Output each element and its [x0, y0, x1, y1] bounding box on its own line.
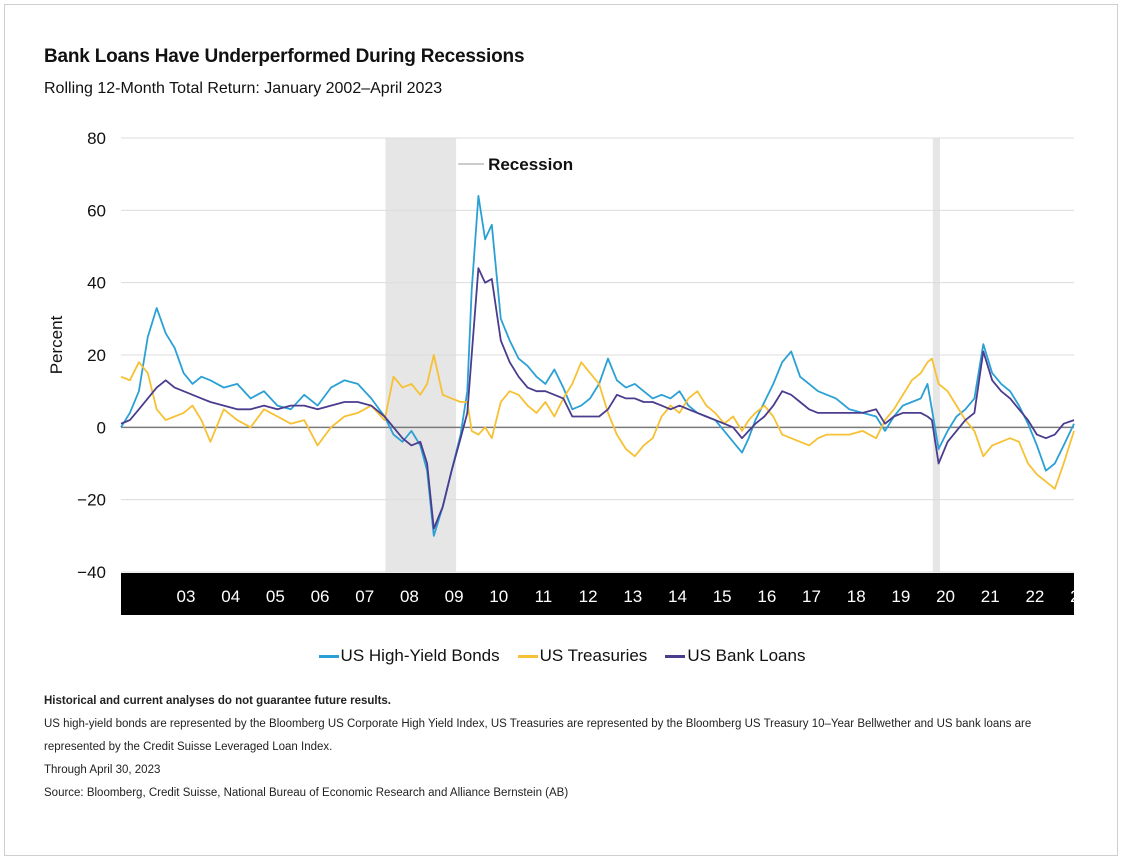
- x-tick-label: 03: [177, 587, 196, 606]
- chart-subtitle: Rolling 12-Month Total Return: January 2…: [44, 80, 443, 97]
- chart-notes: Historical and current analyses do not g…: [44, 690, 1084, 805]
- x-tick-label: 04: [221, 587, 240, 606]
- x-tick-label: 10: [489, 587, 508, 606]
- x-tick-label: 17: [802, 587, 821, 606]
- index-note-line1: US high-yield bonds are represented by t…: [44, 718, 1032, 730]
- index-note-line2: represented by the Credit Suisse Leverag…: [44, 741, 333, 753]
- x-tick-label: 14: [668, 587, 687, 606]
- source-note: Source: Bloomberg, Credit Suisse, Nation…: [44, 787, 569, 799]
- y-tick-label: 0: [97, 418, 106, 437]
- legend-swatch-high-yield: [318, 654, 339, 658]
- series-line-0: [120, 195, 1075, 537]
- legend-item-bank-loans: US Bank Loans: [665, 646, 805, 666]
- x-tick-label: 22: [1025, 587, 1044, 606]
- line-chart: 80 60 40 20 0 −20 −40 Percent Recession 03 04 05 06 0…: [47, 129, 1089, 615]
- chart-frame: [4, 4, 1118, 856]
- x-tick-label: 11: [535, 587, 553, 606]
- legend-item-high-yield: US High-Yield Bonds: [318, 646, 500, 666]
- x-tick-label: 06: [311, 587, 330, 606]
- x-tick-label: 15: [713, 587, 732, 606]
- series-line-2: [120, 267, 1075, 530]
- y-tick-label: 80: [87, 129, 106, 148]
- x-tick-label: 19: [891, 587, 910, 606]
- y-tick-label: −40: [77, 563, 106, 582]
- x-axis-band: [121, 573, 1074, 615]
- y-tick-label: −20: [77, 491, 106, 510]
- y-tick-label: 20: [87, 346, 106, 365]
- x-tick-label: 13: [623, 587, 642, 606]
- x-tick-label: 21: [981, 587, 1000, 606]
- disclaimer-note: Historical and current analyses do not g…: [44, 695, 392, 707]
- chart-legend: US High-Yield Bonds US Treasuries US Ban…: [0, 646, 1124, 666]
- x-tick-label: 12: [579, 587, 598, 606]
- x-tick-label: 23: [1070, 587, 1089, 606]
- y-axis-label: Percent: [47, 315, 66, 374]
- legend-swatch-treasuries: [517, 654, 538, 658]
- legend-swatch-bank-loans: [665, 654, 686, 658]
- x-tick-label: 07: [355, 587, 374, 606]
- x-tick-label: 20: [936, 587, 955, 606]
- x-tick-label: 09: [445, 587, 464, 606]
- series-line-1: [120, 354, 1075, 490]
- legend-item-treasuries: US Treasuries: [517, 646, 648, 666]
- legend-label-treasuries: US Treasuries: [539, 646, 648, 665]
- through-date-note: Through April 30, 2023: [44, 764, 161, 776]
- y-tick-label: 60: [87, 201, 106, 220]
- x-tick-label: 05: [266, 587, 285, 606]
- y-tick-label: 40: [87, 274, 106, 293]
- chart-title: Bank Loans Have Underperformed During Re…: [44, 46, 525, 67]
- legend-label-high-yield: US High-Yield Bonds: [340, 646, 500, 665]
- legend-label-bank-loans: US Bank Loans: [687, 646, 806, 665]
- x-tick-label: 16: [757, 587, 776, 606]
- x-tick-label: 18: [847, 587, 866, 606]
- x-tick-label: 08: [400, 587, 419, 606]
- recession-label: Recession: [488, 155, 573, 174]
